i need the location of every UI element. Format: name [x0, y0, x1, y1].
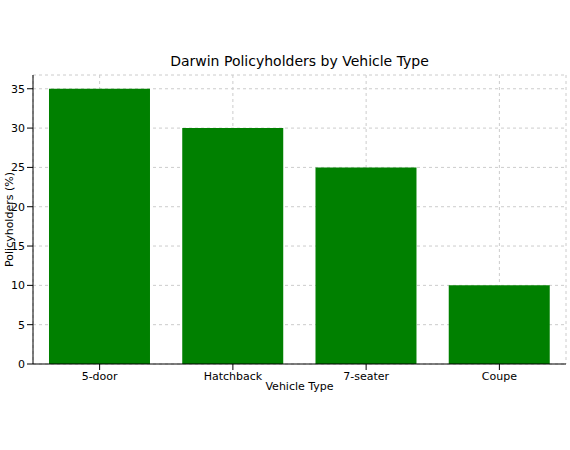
svg-text:Darwin Policyholders by Vehicl: Darwin Policyholders by Vehicle Type [170, 53, 429, 69]
svg-text:Hatchback: Hatchback [204, 370, 263, 383]
svg-text:5: 5 [18, 319, 25, 332]
svg-text:20: 20 [11, 201, 25, 214]
svg-text:Vehicle Type: Vehicle Type [265, 380, 333, 393]
svg-text:0: 0 [18, 358, 25, 371]
svg-text:15: 15 [11, 240, 25, 253]
svg-text:5-door: 5-door [82, 370, 118, 383]
svg-text:Policyholders (%): Policyholders (%) [8, 172, 16, 267]
svg-text:35: 35 [11, 83, 25, 96]
svg-text:7-seater: 7-seater [343, 370, 389, 383]
svg-text:Coupe: Coupe [482, 370, 517, 383]
svg-text:25: 25 [11, 161, 25, 174]
svg-text:10: 10 [11, 279, 25, 292]
svg-text:30: 30 [11, 122, 25, 135]
